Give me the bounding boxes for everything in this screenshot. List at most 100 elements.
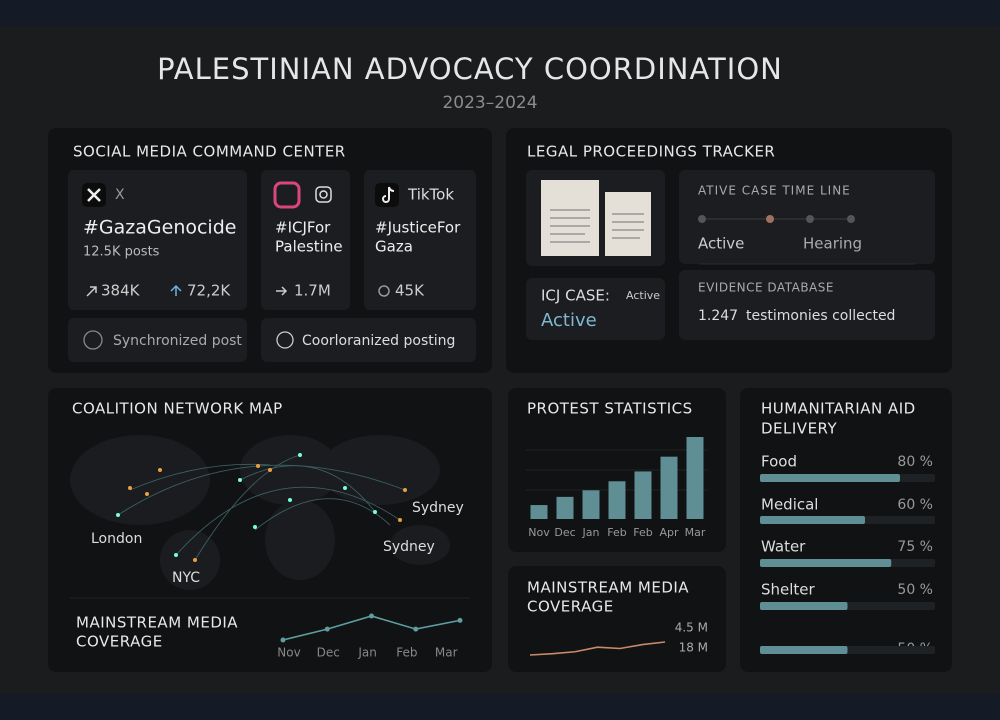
panel-title: COALITION NETWORK MAP bbox=[72, 400, 283, 418]
x-tick-label: Feb bbox=[607, 526, 626, 539]
aid-label: Food bbox=[761, 453, 797, 471]
arc bbox=[254, 498, 391, 531]
node bbox=[268, 468, 272, 472]
card bbox=[68, 170, 247, 310]
continent bbox=[265, 500, 335, 580]
media-label: 18 M bbox=[679, 641, 708, 655]
aid-label: Shelter bbox=[761, 581, 816, 599]
arc bbox=[117, 464, 406, 516]
continent bbox=[70, 435, 210, 525]
node bbox=[128, 486, 132, 490]
node bbox=[238, 478, 242, 482]
node bbox=[343, 486, 347, 490]
bar bbox=[556, 496, 574, 519]
timeline-dot bbox=[766, 215, 774, 223]
network-arcs bbox=[117, 454, 406, 561]
panel-title: HUMANITARIAN AID bbox=[761, 400, 916, 418]
panel-title: DELIVERY bbox=[761, 420, 838, 438]
play-icon bbox=[276, 331, 294, 349]
title: PALESTINIAN ADVOCACY COORDINATION bbox=[157, 52, 783, 86]
arrow-icon bbox=[276, 286, 288, 296]
coverage-point bbox=[280, 637, 286, 643]
x-tick-label: Jan bbox=[582, 526, 600, 539]
timeline-dot bbox=[698, 215, 706, 223]
aid-panel bbox=[740, 388, 952, 672]
instagram-icon bbox=[319, 190, 328, 199]
media-panel bbox=[508, 566, 726, 672]
document-lines bbox=[550, 209, 644, 243]
node bbox=[288, 498, 292, 502]
node bbox=[403, 488, 407, 492]
platform: TikTok bbox=[407, 186, 454, 204]
button-label[interactable]: Synchronized post bbox=[113, 333, 242, 349]
panel-title: SOCIAL MEDIA COMMAND CENTER bbox=[73, 143, 346, 161]
node bbox=[174, 553, 178, 557]
bar bbox=[660, 456, 678, 519]
evidence-card bbox=[679, 270, 935, 340]
node bbox=[373, 510, 377, 514]
stat: 45K bbox=[395, 282, 425, 300]
chart-title: MAINSTREAM MEDIA bbox=[76, 614, 238, 632]
instagram-icon bbox=[273, 181, 301, 209]
x-tick-label: Mar bbox=[685, 526, 706, 539]
node bbox=[158, 468, 162, 472]
bar bbox=[530, 505, 548, 519]
stat: 1.7M bbox=[294, 282, 331, 300]
instagram-icon bbox=[315, 186, 332, 203]
hashtag: #GazaGenocide bbox=[83, 217, 236, 239]
media-label: 4.5 M bbox=[675, 621, 708, 635]
city-label: London bbox=[91, 531, 142, 547]
button[interactable] bbox=[261, 318, 476, 362]
case-status: Active bbox=[541, 310, 597, 331]
city-label: NYC bbox=[172, 570, 200, 586]
x-tick-label: Dec bbox=[554, 526, 575, 539]
aid-bar bbox=[760, 516, 865, 524]
tiktok-glyph bbox=[382, 186, 395, 203]
button[interactable] bbox=[68, 318, 247, 362]
hashtag: Palestine bbox=[275, 238, 343, 256]
bar bbox=[634, 471, 652, 519]
nodes bbox=[116, 453, 407, 562]
arc bbox=[175, 486, 401, 556]
coverage-point bbox=[413, 626, 419, 632]
aid-bar bbox=[760, 646, 848, 654]
hashtag: Gaza bbox=[375, 238, 413, 256]
x-tick-label: Dec bbox=[317, 646, 340, 660]
x-tick-label: Nov bbox=[528, 526, 550, 539]
aid-bar bbox=[760, 602, 848, 610]
aid-value: 50 % bbox=[897, 582, 933, 598]
evidence-title: EVIDENCE DATABASE bbox=[698, 281, 834, 295]
node bbox=[253, 525, 257, 529]
timeline-title: ATIVE CASE TIME LINE bbox=[698, 184, 851, 198]
share-icon bbox=[86, 286, 97, 297]
x-tick-label: Nov bbox=[277, 646, 300, 660]
x-tick-label: Mar bbox=[435, 646, 458, 660]
aid-value: 75 % bbox=[897, 539, 933, 555]
aid-label: Water bbox=[761, 538, 806, 556]
continent bbox=[390, 525, 450, 565]
node bbox=[298, 453, 302, 457]
coverage-point bbox=[369, 613, 374, 619]
button-label[interactable]: Coorloranized posting bbox=[302, 333, 455, 349]
coverage-point bbox=[457, 617, 463, 623]
aid-bar bbox=[760, 559, 892, 567]
case-label: ICJ CASE: bbox=[541, 287, 610, 305]
aid-value: 80 % bbox=[897, 454, 933, 470]
posts: 12.5K posts bbox=[83, 245, 160, 260]
card bbox=[261, 170, 350, 310]
x-tick-label: Apr bbox=[659, 526, 679, 539]
panel-title: MAINSTREAM MEDIA bbox=[527, 579, 689, 597]
arc bbox=[194, 454, 301, 561]
node bbox=[116, 513, 120, 517]
platform: X bbox=[115, 187, 125, 203]
city-label: Sydney bbox=[383, 539, 435, 555]
timeline-dot bbox=[847, 215, 855, 223]
hashtag: #JusticeFor bbox=[375, 219, 461, 237]
timeline-label: Hearing bbox=[803, 235, 862, 253]
bottom-strip bbox=[0, 694, 1000, 720]
up-icon bbox=[170, 284, 182, 296]
x-tick-label: Jan bbox=[357, 646, 377, 660]
sync-icon bbox=[83, 330, 103, 350]
subtitle: 2023–2024 bbox=[442, 93, 537, 113]
coverage-point bbox=[324, 626, 330, 632]
